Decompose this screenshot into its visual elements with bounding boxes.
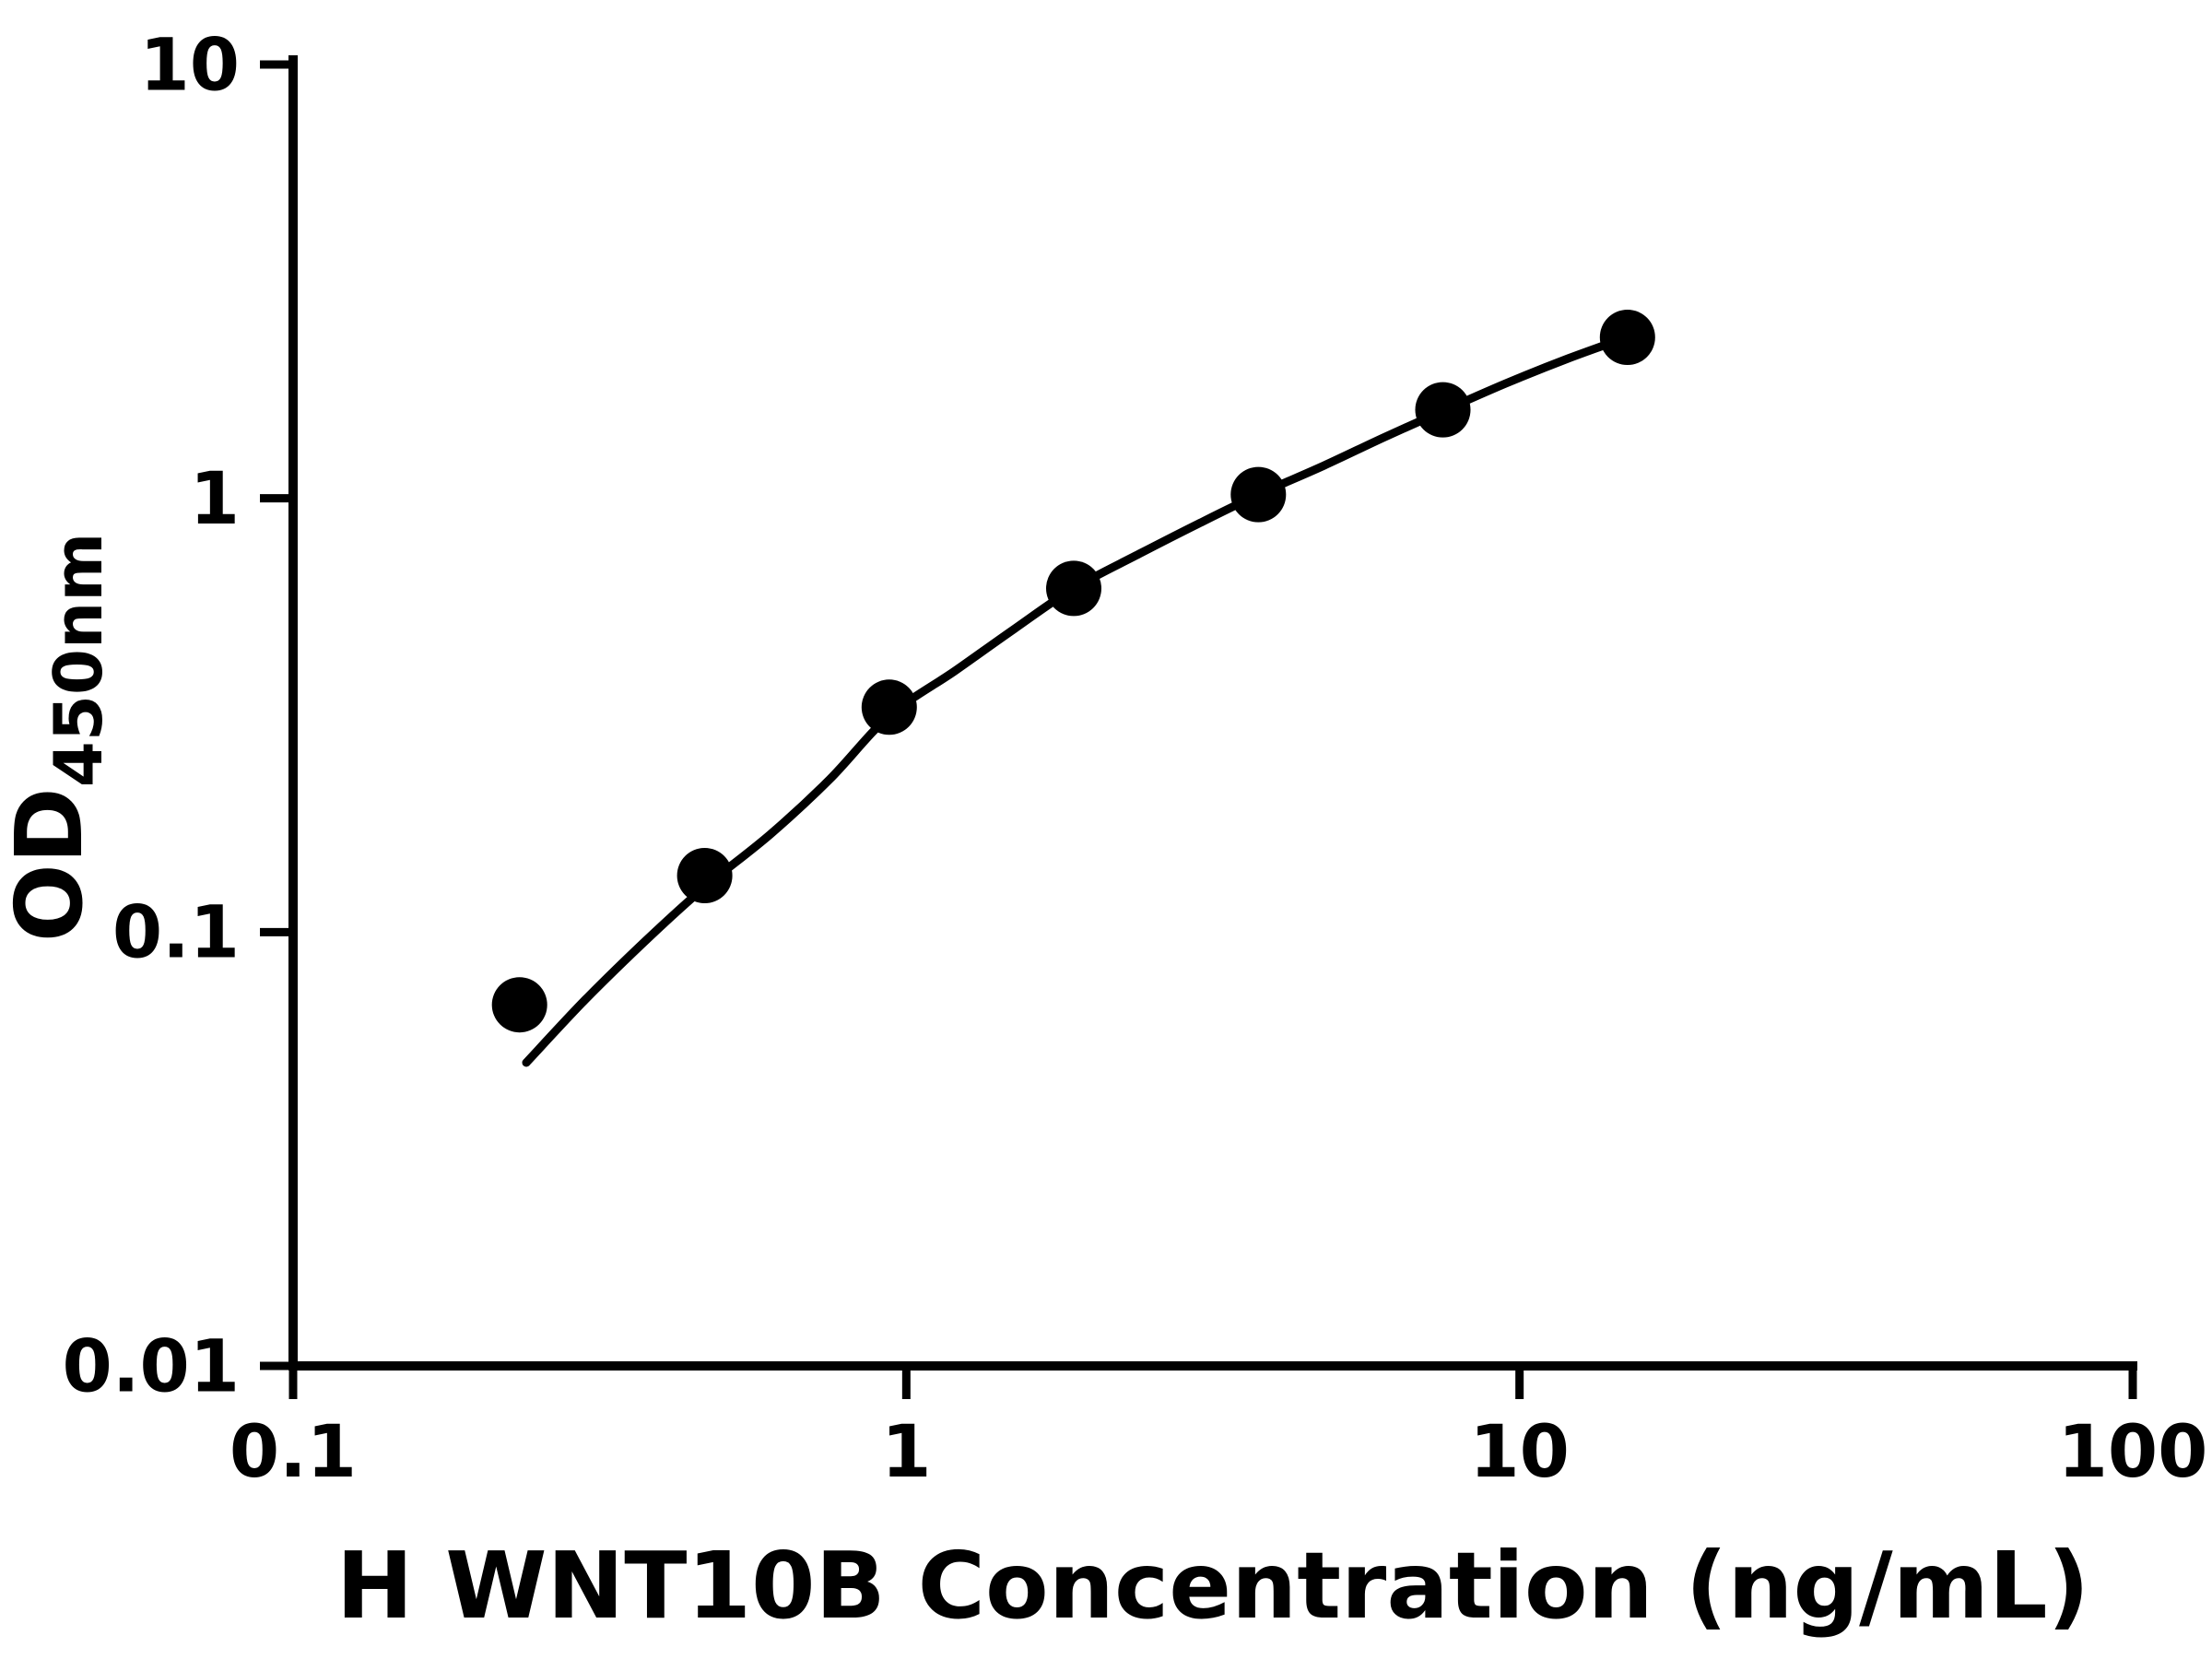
y-axis-title: OD450nm — [0, 533, 117, 943]
y-tick-label: 0.1 — [112, 892, 240, 975]
data-point — [1415, 382, 1471, 438]
y-tick-label: 1 — [190, 458, 240, 541]
x-tick-label: 0.1 — [229, 1411, 357, 1494]
x-axis-title: H WNT10B Concentration (ng/mL) — [336, 1532, 2090, 1640]
data-point — [491, 977, 547, 1033]
axis-spines — [288, 55, 2137, 1371]
data-point — [1230, 466, 1287, 523]
data-point — [1599, 310, 1655, 365]
x-tick-label: 100 — [2058, 1411, 2208, 1494]
x-tick-label: 10 — [1469, 1411, 1570, 1494]
data-point — [861, 679, 917, 735]
y-tick-label: 10 — [139, 24, 240, 107]
data-point — [677, 848, 733, 903]
fit-curve — [522, 331, 1636, 1067]
data-point — [1046, 560, 1101, 617]
y-tick-label: 0.01 — [63, 1325, 240, 1408]
x-tick-label: 1 — [881, 1411, 931, 1494]
